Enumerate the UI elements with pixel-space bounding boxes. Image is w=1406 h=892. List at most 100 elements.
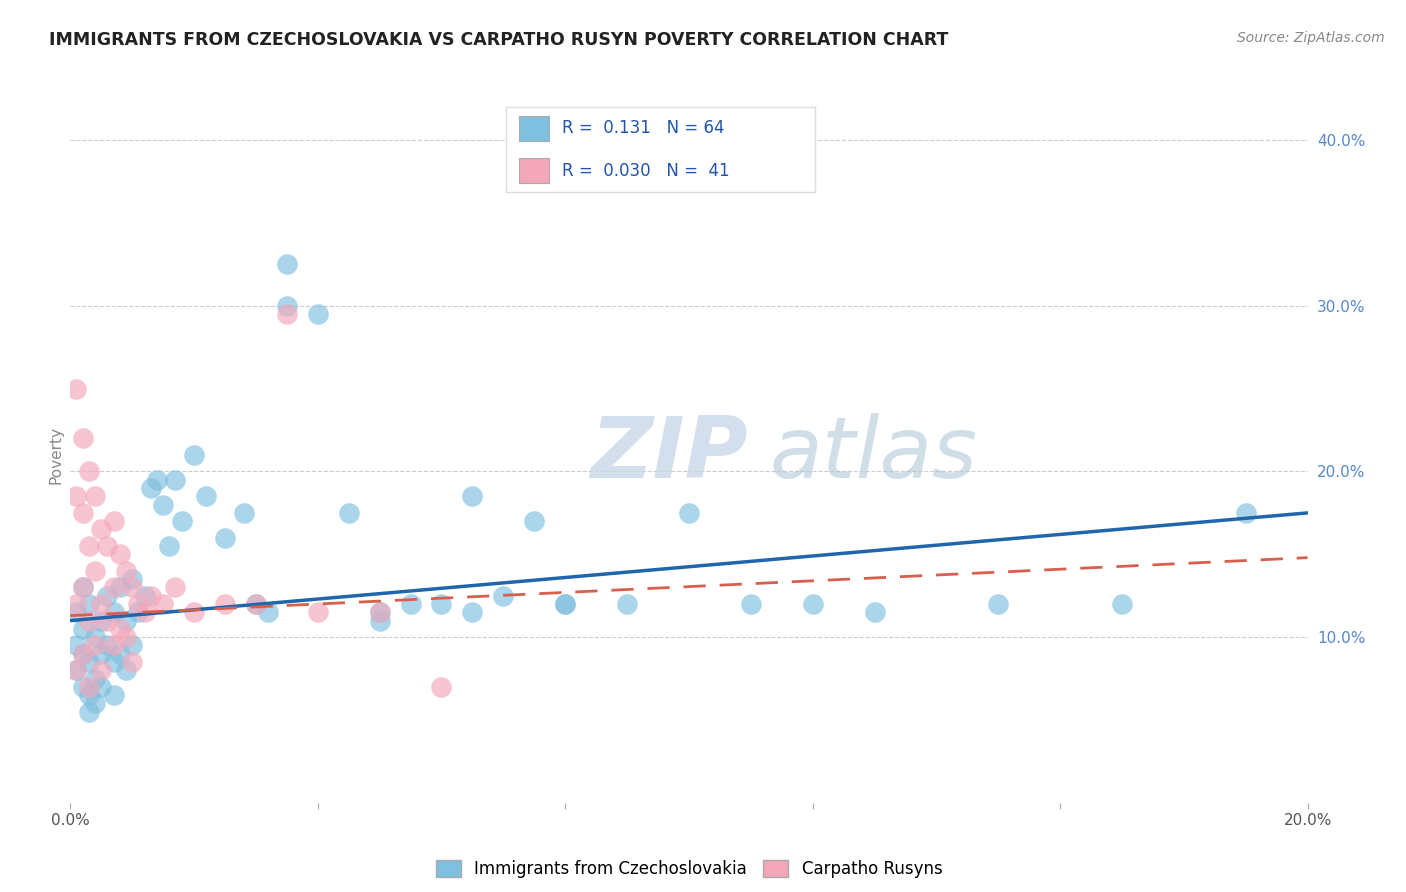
Point xyxy=(77,614,100,628)
Point xyxy=(257,605,280,619)
Point xyxy=(84,564,107,578)
Point xyxy=(245,597,267,611)
Point xyxy=(430,597,453,611)
Point xyxy=(115,614,138,628)
Point xyxy=(121,639,143,653)
Y-axis label: Poverty: Poverty xyxy=(48,425,63,484)
Point xyxy=(863,605,886,619)
Point xyxy=(134,605,156,619)
Point xyxy=(157,539,180,553)
Text: R =  0.030   N =  41: R = 0.030 N = 41 xyxy=(562,161,730,179)
Point xyxy=(461,489,484,503)
Point xyxy=(214,597,236,611)
Text: Source: ZipAtlas.com: Source: ZipAtlas.com xyxy=(1237,31,1385,45)
Point xyxy=(801,597,824,611)
Point xyxy=(461,605,484,619)
Point xyxy=(96,539,118,553)
Point xyxy=(103,514,125,528)
Point xyxy=(127,597,149,611)
Point xyxy=(90,647,112,661)
Point xyxy=(165,581,187,595)
Point xyxy=(108,547,131,561)
Point xyxy=(368,605,391,619)
Point xyxy=(276,257,298,271)
Point xyxy=(183,605,205,619)
Point xyxy=(232,506,254,520)
Bar xyxy=(519,115,550,141)
Point xyxy=(96,639,118,653)
Point xyxy=(121,655,143,669)
Point xyxy=(103,655,125,669)
Text: atlas: atlas xyxy=(769,413,977,497)
Point xyxy=(72,680,94,694)
Point xyxy=(72,581,94,595)
Point xyxy=(987,597,1010,611)
Point xyxy=(103,639,125,653)
Point xyxy=(72,581,94,595)
Point xyxy=(170,514,193,528)
Point xyxy=(90,597,112,611)
Point xyxy=(740,597,762,611)
Point xyxy=(245,597,267,611)
Point xyxy=(368,614,391,628)
Point xyxy=(115,564,138,578)
Point xyxy=(134,589,156,603)
Point xyxy=(84,639,107,653)
Point xyxy=(65,597,87,611)
Text: R =  0.131   N = 64: R = 0.131 N = 64 xyxy=(562,120,724,137)
Legend: Immigrants from Czechoslovakia, Carpatho Rusyns: Immigrants from Czechoslovakia, Carpatho… xyxy=(429,854,949,885)
Point xyxy=(554,597,576,611)
Point xyxy=(77,688,100,702)
Point xyxy=(84,489,107,503)
Bar xyxy=(519,158,550,183)
Point xyxy=(77,539,100,553)
Point xyxy=(72,622,94,636)
Point xyxy=(65,489,87,503)
Point xyxy=(492,589,515,603)
Point xyxy=(65,605,87,619)
Point xyxy=(139,589,162,603)
Point xyxy=(368,605,391,619)
Point xyxy=(77,705,100,719)
Point xyxy=(108,622,131,636)
Point xyxy=(678,506,700,520)
Point xyxy=(77,680,100,694)
Point xyxy=(72,431,94,445)
Point xyxy=(554,597,576,611)
Point xyxy=(337,506,360,520)
Point xyxy=(152,498,174,512)
Point xyxy=(1234,506,1257,520)
Point xyxy=(307,307,329,321)
Point xyxy=(84,630,107,644)
Point xyxy=(103,605,125,619)
Point xyxy=(65,639,87,653)
Text: IMMIGRANTS FROM CZECHOSLOVAKIA VS CARPATHO RUSYN POVERTY CORRELATION CHART: IMMIGRANTS FROM CZECHOSLOVAKIA VS CARPAT… xyxy=(49,31,949,49)
Point xyxy=(96,589,118,603)
Point xyxy=(121,572,143,586)
Point xyxy=(1111,597,1133,611)
Point xyxy=(276,307,298,321)
Point xyxy=(103,688,125,702)
Point xyxy=(84,672,107,686)
Point xyxy=(616,597,638,611)
Point xyxy=(127,605,149,619)
Point xyxy=(90,523,112,537)
Point xyxy=(77,655,100,669)
Point xyxy=(523,514,546,528)
Point xyxy=(108,581,131,595)
Point xyxy=(77,597,100,611)
Point xyxy=(195,489,218,503)
Point xyxy=(276,299,298,313)
Text: ZIP: ZIP xyxy=(591,413,748,497)
Point xyxy=(72,647,94,661)
Point xyxy=(103,581,125,595)
Point xyxy=(183,448,205,462)
Point xyxy=(96,614,118,628)
Point xyxy=(72,506,94,520)
Point xyxy=(84,697,107,711)
Point xyxy=(108,647,131,661)
Point xyxy=(115,663,138,677)
Point xyxy=(115,630,138,644)
Point xyxy=(90,614,112,628)
Point xyxy=(90,680,112,694)
